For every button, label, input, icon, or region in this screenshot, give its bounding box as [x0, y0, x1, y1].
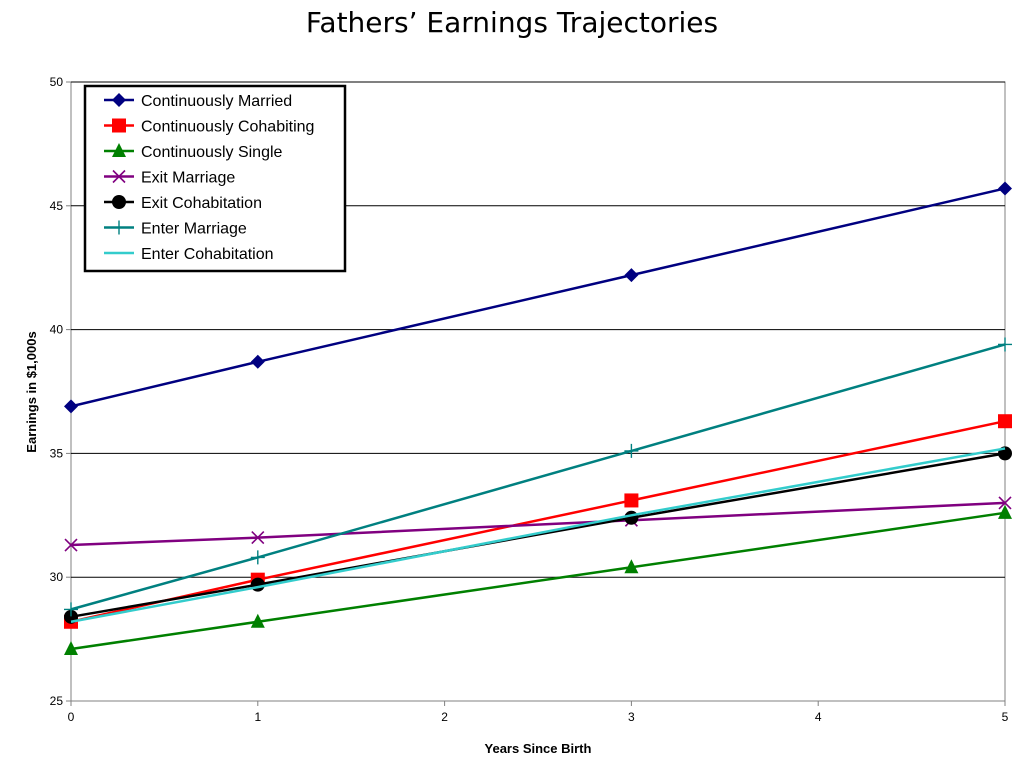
continuously-single-marker [998, 504, 1012, 519]
x-tick-label: 1 [254, 710, 261, 724]
exit-marriage-line [70, 501, 1006, 547]
legend-label: Continuously Cohabiting [141, 119, 314, 136]
exit-marriage-marker [998, 496, 1012, 510]
exit-marriage-marker [64, 538, 78, 552]
series-exit-marriage [64, 496, 1012, 552]
y-tick-label: 25 [50, 694, 64, 708]
legend-enter-marriage-marker [112, 220, 126, 235]
legend-label: Exit Marriage [141, 170, 235, 187]
continuously-married-line [70, 187, 1006, 408]
continuously-married-marker [250, 354, 265, 369]
legend-label: Exit Cohabitation [141, 195, 262, 212]
x-tick-label: 5 [1002, 710, 1009, 724]
enter-marriage-marker [64, 602, 78, 617]
legend-continuously-married-marker [112, 93, 126, 107]
enter-cohabitation-line [70, 447, 1006, 623]
chart-title: Fathers’ Earnings Trajectories [305, 6, 719, 39]
legend-label: Continuously Single [141, 144, 283, 161]
legend-label: Continuously Married [141, 93, 292, 110]
y-tick-label: 40 [50, 323, 64, 337]
continuously-married-marker [64, 399, 78, 414]
continuously-cohabiting-marker [624, 493, 639, 508]
x-axis-title: Years Since Birth [485, 741, 592, 756]
legend-item-continuously-married: Continuously Married [104, 93, 292, 110]
continuously-single-line [70, 511, 1006, 651]
x-tick-label: 0 [68, 710, 75, 724]
y-tick-label: 35 [50, 446, 64, 460]
legend-box [83, 84, 347, 273]
legend-exit-marriage-marker [112, 169, 126, 184]
continuously-single-marker [64, 641, 78, 656]
legend-item-exit-cohabitation: Exit Cohabitation [104, 195, 262, 212]
legend-continuously-single-marker [112, 143, 126, 157]
y-tick-label: 50 [50, 75, 64, 89]
series-continuously-married [64, 181, 1012, 414]
enter-marriage-marker [998, 337, 1012, 352]
legend-item-enter-cohabitation: Enter Cohabitation [104, 246, 274, 263]
legend-exit-cohabitation-marker [112, 195, 126, 209]
legend-continuously-cohabiting-marker [112, 118, 126, 133]
exit-cohabitation-marker [624, 510, 639, 525]
continuously-single-marker [250, 613, 265, 628]
exit-cohabitation-marker [250, 577, 265, 592]
continuously-cohabiting-marker [998, 414, 1012, 429]
legend: Continuously Married Continuously Cohabit… [83, 84, 347, 273]
exit-marriage-marker [251, 531, 265, 545]
series-continuously-single [64, 504, 1012, 656]
enter-marriage-line [70, 343, 1006, 611]
series-enter-cohabitation [70, 447, 1006, 623]
legend-label: Enter Marriage [141, 221, 247, 238]
x-tick-label: 3 [628, 710, 635, 724]
y-tick-label: 45 [50, 199, 64, 213]
continuously-single-marker [624, 559, 639, 574]
legend-item-enter-marriage: Enter Marriage [104, 220, 247, 238]
continuously-married-marker [624, 268, 639, 283]
enter-marriage-marker [250, 550, 265, 565]
legend-item-continuously-cohabiting: Continuously Cohabiting [104, 118, 314, 136]
legend-item-continuously-single: Continuously Single [104, 143, 283, 161]
enter-marriage-marker [624, 443, 639, 458]
y-axis-title: Earnings in $1,000s [24, 331, 39, 452]
series-enter-marriage [64, 337, 1012, 617]
legend-label: Enter Cohabitation [141, 246, 274, 263]
continuously-married-marker [998, 181, 1012, 196]
series-layer [64, 181, 1012, 656]
x-tick-label: 2 [441, 710, 448, 724]
y-tick-label: 30 [50, 570, 64, 584]
x-tick-label: 4 [815, 710, 822, 724]
legend-item-exit-marriage: Exit Marriage [104, 170, 235, 187]
